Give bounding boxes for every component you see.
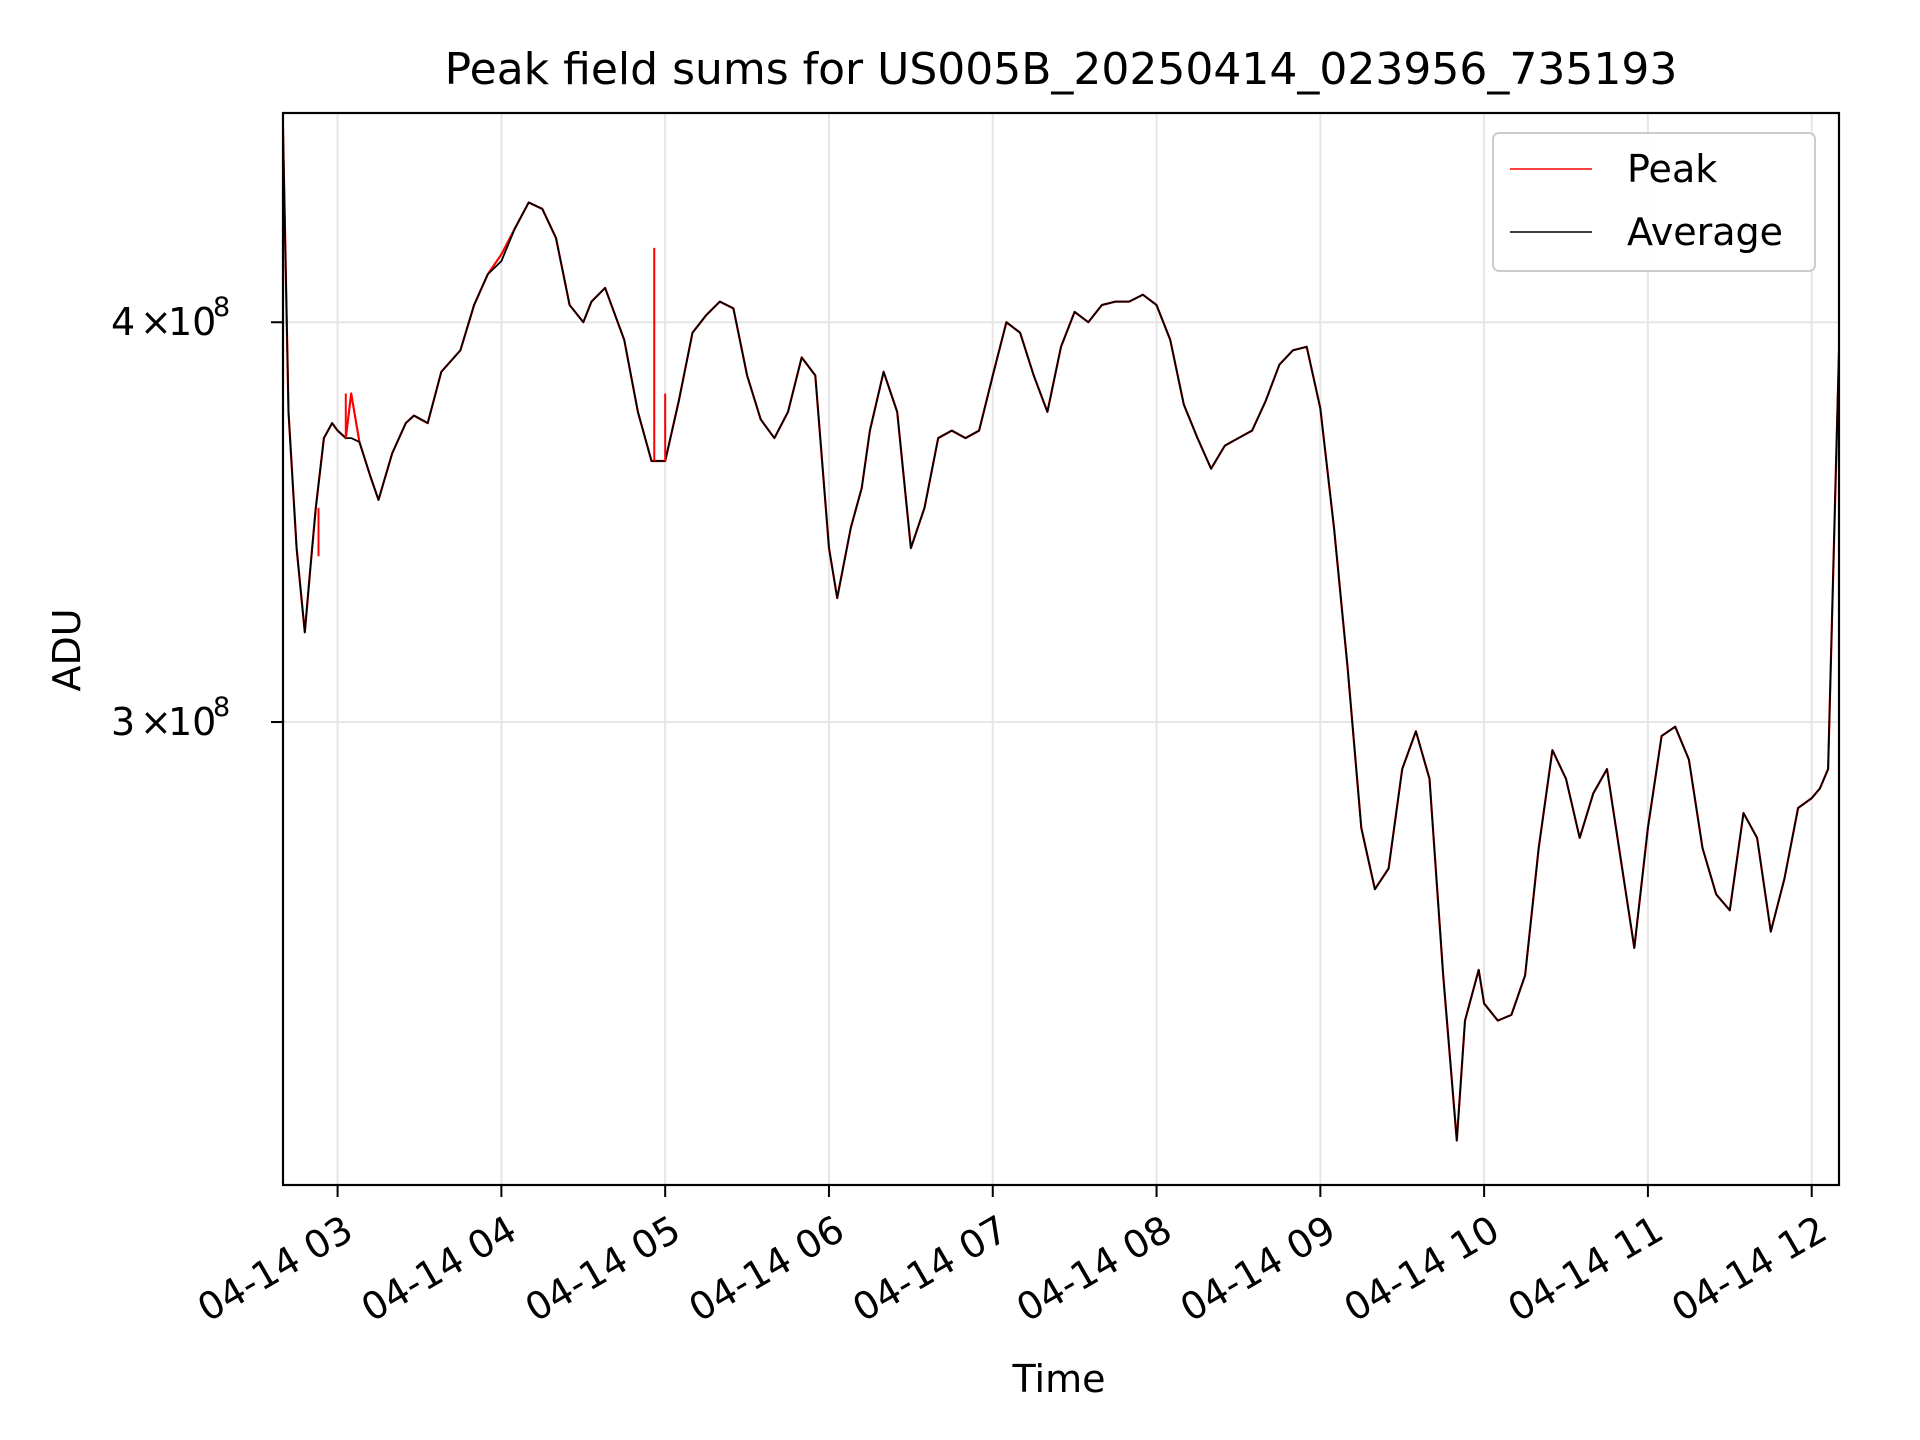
- legend-label-average: Average: [1627, 210, 1783, 254]
- y-tick-mantissa: 4: [111, 300, 135, 344]
- grid-lines: [283, 113, 1839, 1185]
- legend-box: [1492, 132, 1816, 272]
- y-tick-base: 10: [168, 700, 216, 744]
- y-tick-exponent: 8: [213, 692, 230, 723]
- y-tick-times: ×: [140, 300, 172, 344]
- y-axis-label: ADU: [45, 608, 89, 691]
- series-line-average: [283, 127, 1839, 1142]
- y-tick-base: 10: [168, 300, 216, 344]
- y-tick-exponent: 8: [213, 292, 230, 323]
- y-tick-mantissa: 3: [111, 700, 135, 744]
- y-tick-label: 4 ×108: [111, 292, 230, 344]
- y-tick-label: 3 ×108: [111, 692, 230, 744]
- legend-label-peak: Peak: [1627, 147, 1717, 191]
- y-tick-times: ×: [140, 700, 172, 744]
- chart-title: Peak field sums for US005B_20250414_0239…: [445, 44, 1678, 95]
- plot-area-frame: [281, 111, 1841, 1187]
- series-layer: [283, 127, 1839, 1142]
- x-axis-label: Time: [1012, 1357, 1106, 1401]
- legend: Peak Average: [1492, 132, 1816, 272]
